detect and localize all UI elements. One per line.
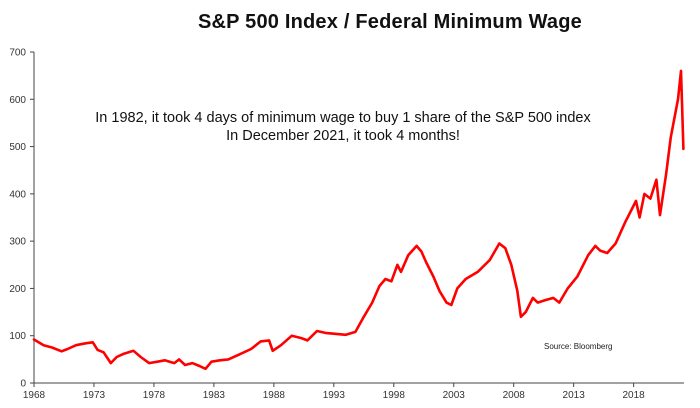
x-tick-label: 1983: [203, 390, 226, 401]
series-line: [32, 69, 685, 371]
y-tick-label: 400: [9, 189, 26, 200]
x-tick-label: 2013: [563, 390, 586, 401]
y-tick-label: 200: [9, 284, 26, 295]
y-tick-label: 500: [9, 142, 26, 153]
x-tick-label: 2018: [623, 390, 646, 401]
y-tick-label: 700: [9, 48, 26, 59]
chart-title: S&P 500 Index / Federal Minimum Wage: [198, 11, 582, 33]
x-tick-label: 1988: [263, 390, 286, 401]
x-tick-label: 1968: [23, 390, 46, 401]
annotation-line-2: In December 2021, it took 4 months!: [226, 128, 460, 144]
chart-series: [32, 69, 685, 371]
x-tick-label: 1978: [143, 390, 166, 401]
y-tick-label: 600: [9, 95, 26, 106]
source-note: Source: Bloomberg: [544, 342, 613, 351]
y-tick-label: 300: [9, 237, 26, 248]
annotation-line-1: In 1982, it took 4 days of minimum wage …: [95, 110, 591, 126]
y-axis-ticks: 0 100 200 300 400 500 600 700: [9, 48, 34, 390]
x-tick-label: 1998: [383, 390, 406, 401]
y-tick-label: 0: [20, 379, 26, 390]
x-tick-label: 1993: [323, 390, 346, 401]
x-tick-label: 1973: [83, 390, 106, 401]
chart-axes: [33, 52, 684, 384]
x-axis-ticks: 1968 1973 1978 1983 1988 1993 1998 2003 2008 2013…: [23, 383, 645, 401]
y-tick-label: 100: [9, 331, 26, 342]
x-tick-label: 2003: [443, 390, 466, 401]
x-tick-label: 2008: [503, 390, 526, 401]
